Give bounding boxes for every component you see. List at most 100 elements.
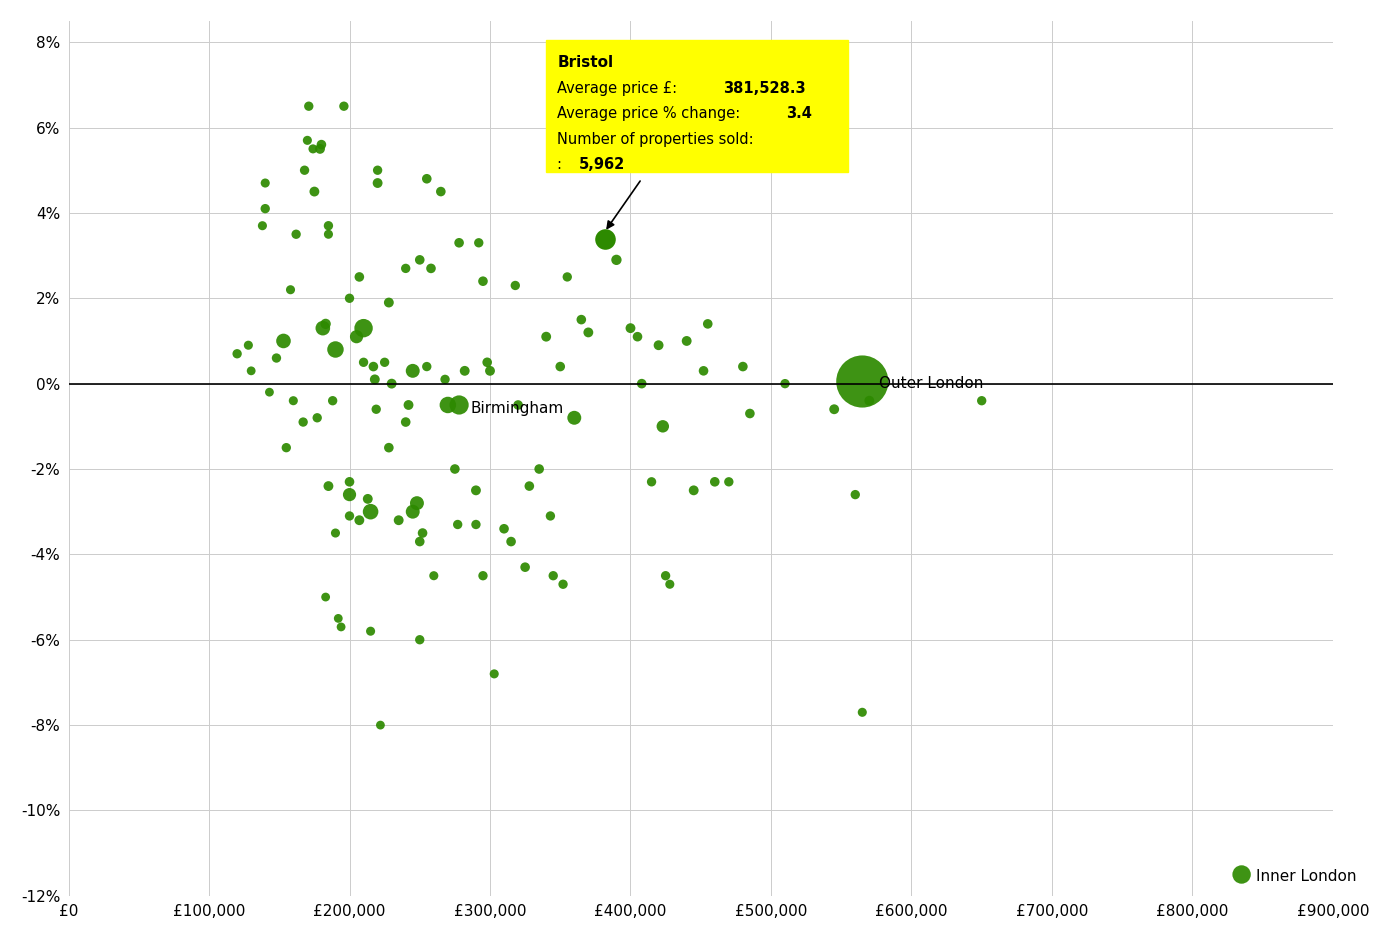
Point [374,354,396,369]
Point [420,261,442,276]
Point [292,415,314,430]
Point [598,235,620,250]
Point [327,611,349,626]
Point [453,364,475,379]
Point [563,410,585,425]
Point [464,517,486,532]
Point [338,290,360,306]
Point [549,359,571,374]
Point [338,509,360,524]
Point [851,705,873,720]
Point [731,359,753,374]
Point [317,218,339,233]
Point [406,495,428,510]
Point [620,321,642,336]
Point [1230,867,1252,882]
Point [594,231,616,246]
Point [542,568,564,583]
Point [272,334,295,349]
Point [398,398,420,413]
Point [346,329,368,344]
Point [306,410,328,425]
Point [378,440,400,455]
Point [285,227,307,242]
Point [471,274,493,289]
Point [556,270,578,285]
Point [416,171,438,186]
Text: :: : [557,157,567,172]
Point [717,475,739,490]
Point [577,325,599,340]
Text: Birmingham: Birmingham [470,400,563,415]
Point [500,534,523,549]
Point [349,270,371,285]
Point [317,478,339,494]
Point [259,384,281,400]
Point [648,337,670,352]
Point [332,99,354,114]
Point [738,406,760,421]
Point [448,398,470,413]
Point [338,475,360,490]
Text: Bristol: Bristol [557,55,613,70]
Point [411,525,434,540]
Point [696,317,719,332]
Point [505,278,527,293]
Point [652,419,674,434]
Point [484,666,506,681]
Text: Average price % change:: Average price % change: [557,106,745,121]
Point [471,568,493,583]
Point [254,201,277,216]
Point [252,218,274,233]
Point [357,492,379,507]
Point [367,163,389,178]
Point [507,398,530,413]
Point [378,295,400,310]
Text: Number of properties sold:: Number of properties sold: [557,132,753,147]
Text: Inner London: Inner London [1255,870,1357,885]
Point [823,401,845,416]
Point [605,252,627,267]
Point [353,321,375,336]
Point [360,623,382,638]
Point [858,393,880,408]
Point [475,354,498,369]
Point [627,329,649,344]
Point [514,559,537,574]
Point [367,176,389,191]
Point [535,329,557,344]
Point [363,359,385,374]
Point [364,372,386,387]
Point [238,337,260,352]
Point [659,577,681,592]
Point [388,512,410,527]
Point [631,376,653,391]
Point [317,227,339,242]
Point [774,376,796,391]
Point [314,589,336,604]
Point [682,483,705,498]
Point [423,568,445,583]
Point [692,364,714,379]
Point [552,577,574,592]
Point [446,517,468,532]
Point [493,522,516,537]
Point [409,633,431,648]
Point [416,359,438,374]
Point [353,354,375,369]
Point [395,415,417,430]
Point [518,478,541,494]
Point [594,231,616,246]
Point [655,568,677,583]
Point [430,184,452,199]
Point [409,252,431,267]
Point [409,534,431,549]
Point [227,346,249,361]
Point [381,376,403,391]
Point [265,351,288,366]
Point [240,364,263,379]
Point [464,483,486,498]
Point [480,364,502,379]
Point [279,282,302,297]
Point [676,334,698,349]
